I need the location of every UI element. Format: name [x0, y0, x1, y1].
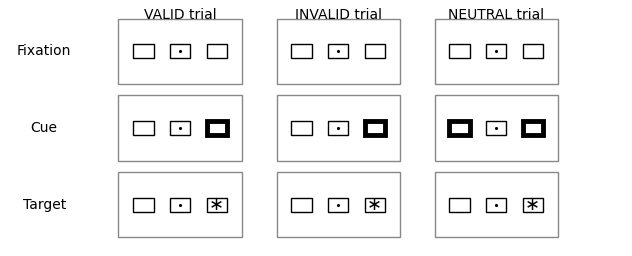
Text: NEUTRAL trial: NEUTRAL trial — [448, 8, 544, 22]
Bar — [523, 121, 543, 135]
Text: Target: Target — [23, 198, 66, 212]
Bar — [449, 198, 470, 212]
Text: VALID trial: VALID trial — [144, 8, 216, 22]
Bar — [277, 95, 399, 161]
Text: Fixation: Fixation — [17, 44, 71, 58]
Bar — [118, 95, 241, 161]
Bar — [291, 44, 312, 58]
Text: Cue: Cue — [31, 121, 58, 135]
Bar — [291, 198, 312, 212]
Bar — [435, 18, 557, 84]
Bar — [207, 198, 227, 212]
Bar — [170, 121, 190, 135]
Bar — [486, 121, 506, 135]
Bar — [523, 198, 543, 212]
Bar — [277, 18, 399, 84]
Bar — [118, 172, 241, 238]
Bar — [207, 121, 227, 135]
Bar — [133, 44, 154, 58]
Bar — [486, 198, 506, 212]
Bar — [328, 44, 348, 58]
Bar — [435, 172, 557, 238]
Text: ∗: ∗ — [525, 196, 540, 214]
Text: ∗: ∗ — [209, 196, 224, 214]
Bar — [207, 44, 227, 58]
Bar — [291, 121, 312, 135]
Bar — [435, 95, 557, 161]
Bar — [486, 44, 506, 58]
Bar — [133, 121, 154, 135]
Bar — [170, 44, 190, 58]
Text: ∗: ∗ — [367, 196, 382, 214]
Text: INVALID trial: INVALID trial — [295, 8, 382, 22]
Bar — [118, 18, 241, 84]
Bar — [170, 198, 190, 212]
Bar — [365, 44, 385, 58]
Bar — [449, 121, 470, 135]
Bar — [365, 121, 385, 135]
Bar — [133, 198, 154, 212]
Bar — [328, 121, 348, 135]
Bar — [449, 44, 470, 58]
Bar — [365, 198, 385, 212]
Bar — [523, 44, 543, 58]
Bar — [277, 172, 399, 238]
Bar — [328, 198, 348, 212]
